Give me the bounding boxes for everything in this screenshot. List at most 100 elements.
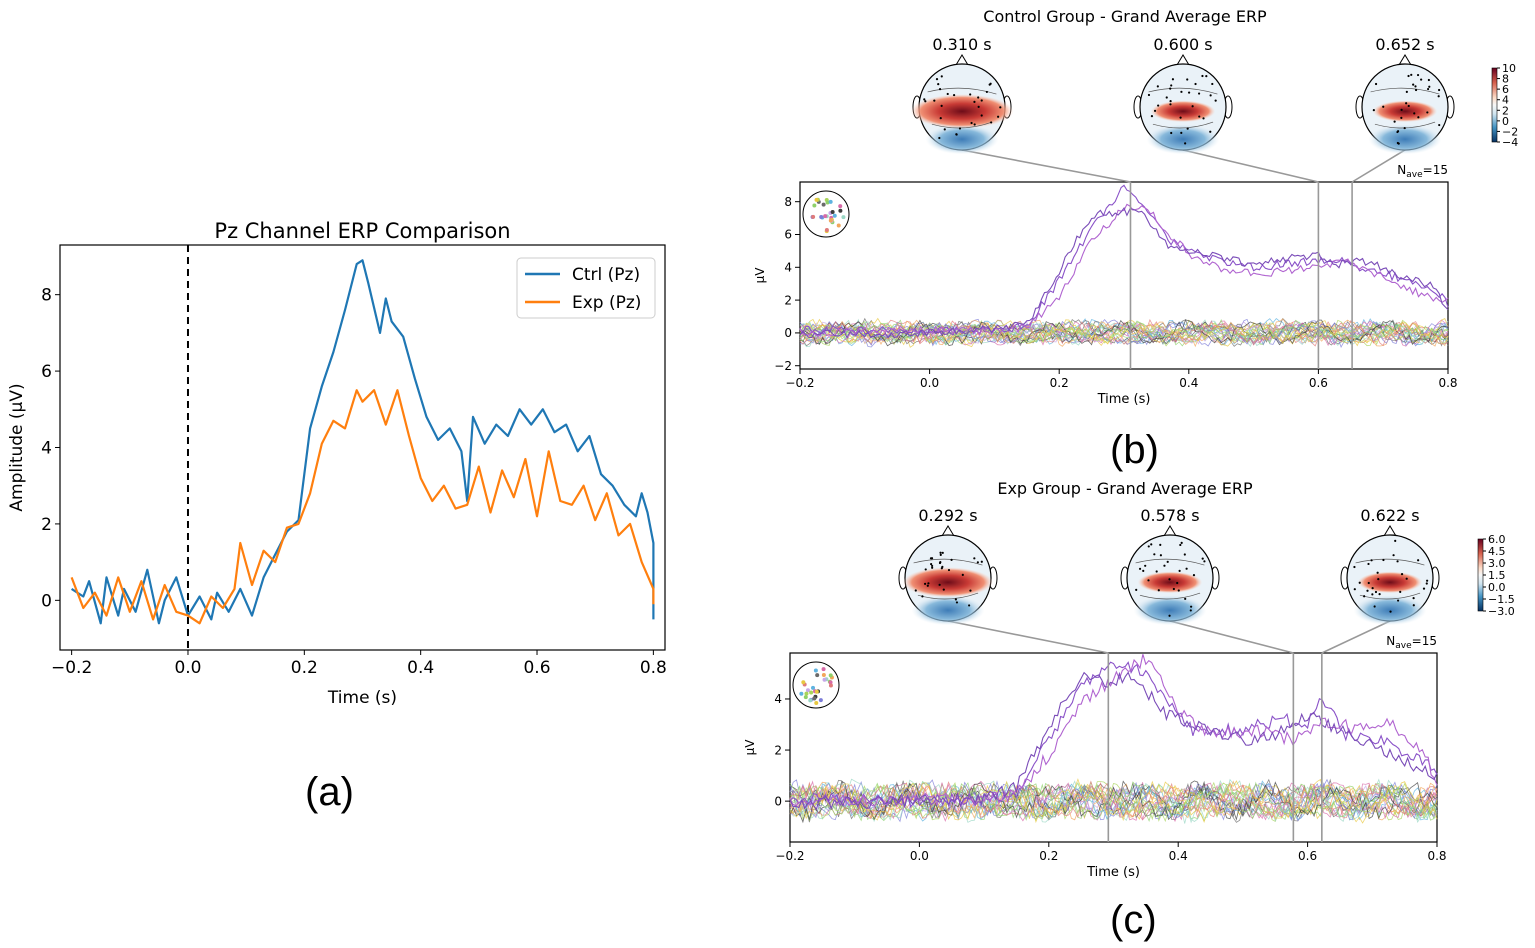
- electrode-dot: [1358, 581, 1361, 584]
- electrode-dot: [1185, 567, 1188, 570]
- electrode-dot: [1407, 104, 1410, 108]
- noise-channel-trace: [789, 780, 1438, 819]
- 0-ytick-label: 0: [41, 591, 52, 611]
- chart-a-xlabel: Time (s): [327, 688, 397, 708]
- electrode-dot: [1377, 577, 1380, 581]
- electrode-dot: [1214, 99, 1217, 102]
- colorbar-tick-label: 4.5: [1488, 545, 1506, 558]
- electrode-dot: [1172, 587, 1175, 591]
- electrode-dot: [923, 98, 926, 101]
- inset-sensor-dot: [828, 683, 833, 688]
- inset-sensor-dot: [815, 673, 820, 678]
- topomap-negative-region: [1368, 124, 1442, 155]
- inset-sensor-dot: [822, 677, 827, 682]
- electrode-dot: [931, 564, 934, 568]
- electrode-dot: [1150, 543, 1153, 546]
- 0-ytick-label: 6: [41, 362, 52, 382]
- electrode-dot: [938, 561, 942, 565]
- electrode-dot: [969, 93, 972, 96]
- 0-ytick-label: 2: [41, 515, 52, 535]
- topomap-positive-region: [1372, 100, 1438, 123]
- 1-ytick-label: 0: [784, 326, 792, 340]
- electrode-dot: [1366, 589, 1369, 592]
- electrode-dot: [1201, 557, 1204, 560]
- electrode-dot: [1410, 73, 1413, 76]
- electrode-dot: [923, 582, 927, 585]
- colorbar-tick-label: 0.0: [1488, 581, 1506, 594]
- chart-b-title: Control Group - Grand Average ERP: [983, 7, 1267, 26]
- electrode-dot: [1209, 130, 1212, 133]
- inset-sensor-dot: [804, 691, 809, 696]
- topomap-positive-region: [902, 567, 994, 598]
- electrode-dot: [1372, 109, 1375, 112]
- noise-channel-trace: [789, 778, 1438, 823]
- topomap-head-1: [910, 54, 1014, 155]
- inset-sensor-dot: [812, 696, 817, 701]
- inset-sensor-dot: [824, 227, 829, 232]
- series-line-exp: [70, 389, 655, 625]
- electrode-dot: [1169, 100, 1172, 103]
- inset-sensor-dot: [821, 673, 826, 678]
- topomap-connector: [1351, 149, 1406, 183]
- inset-sensor-dot: [808, 698, 813, 703]
- electrode-dot: [1147, 93, 1151, 97]
- colorbar-tick-label: 10: [1502, 62, 1516, 75]
- electrode-dot: [1170, 131, 1173, 135]
- electrode-dot: [1183, 553, 1186, 556]
- dominant-channel-trace: [789, 671, 1438, 811]
- topomap-time-label: 0.578 s: [1140, 506, 1199, 525]
- chart-b-ylabel: µV: [753, 267, 767, 284]
- electrode-dot: [1400, 108, 1403, 111]
- topomap-nose: [1383, 525, 1397, 537]
- chart-a-title: Pz Channel ERP Comparison: [214, 219, 510, 243]
- electrode-dot: [1168, 614, 1171, 617]
- electrode-dot: [938, 87, 942, 91]
- electrode-dot: [1197, 92, 1201, 95]
- series-line-ctrl: [71, 259, 655, 625]
- 0-xtick-label: 0.4: [407, 658, 434, 678]
- electrode-dot: [921, 595, 924, 598]
- electrode-dot: [968, 604, 971, 607]
- electrode-dot: [1382, 105, 1385, 108]
- electrode-dot: [1367, 581, 1370, 585]
- electrode-dot: [940, 104, 943, 107]
- electrode-dot: [1189, 609, 1192, 612]
- topomap-negative-region: [1133, 595, 1207, 626]
- noise-channel-trace: [799, 320, 1449, 346]
- legend-label: Ctrl (Pz): [572, 265, 640, 285]
- 2-xtick-label: 0.6: [1298, 849, 1317, 863]
- topomap-nose: [1176, 54, 1190, 66]
- 1-ytick-label: 6: [784, 228, 792, 242]
- inset-sensor-dot: [832, 213, 837, 218]
- electrode-dot: [1144, 564, 1147, 567]
- electrode-dot: [926, 584, 929, 587]
- electrode-dot: [1374, 82, 1378, 86]
- 1-xtick-label: 0.0: [920, 376, 939, 390]
- electrode-dot: [1142, 569, 1145, 572]
- 2-xtick-label: 0.0: [910, 849, 929, 863]
- 1-xtick-label: 0.4: [1179, 376, 1198, 390]
- electrode-dot: [924, 100, 927, 103]
- electrode-dot: [1396, 599, 1400, 602]
- topomap-connector: [1182, 149, 1319, 183]
- electrode-dot: [1157, 104, 1160, 107]
- inset-sensor-dot: [801, 680, 806, 685]
- colorbar: [1491, 67, 1498, 143]
- topomap-positive-region: [1137, 571, 1203, 594]
- nave-subscript: ave: [1406, 170, 1423, 180]
- electrode-dot: [1371, 587, 1374, 590]
- electrode-dot: [1190, 605, 1193, 608]
- topomap-head-2: [1133, 54, 1233, 155]
- electrode-dot: [1201, 74, 1204, 78]
- noise-channel-trace: [789, 778, 1438, 823]
- electrode-dot: [1153, 553, 1156, 556]
- 0-xtick-label: 0.2: [291, 658, 318, 678]
- electrode-dot: [977, 96, 980, 99]
- electrode-dot: [1427, 78, 1430, 82]
- nave-value: =15: [1423, 163, 1448, 177]
- noise-channel-trace: [789, 780, 1438, 822]
- 2-xtick-label: 0.4: [1169, 849, 1188, 863]
- electrode-dot: [1371, 593, 1374, 596]
- electrode-dot: [1417, 116, 1420, 119]
- 2-plot-frame: [789, 652, 1438, 843]
